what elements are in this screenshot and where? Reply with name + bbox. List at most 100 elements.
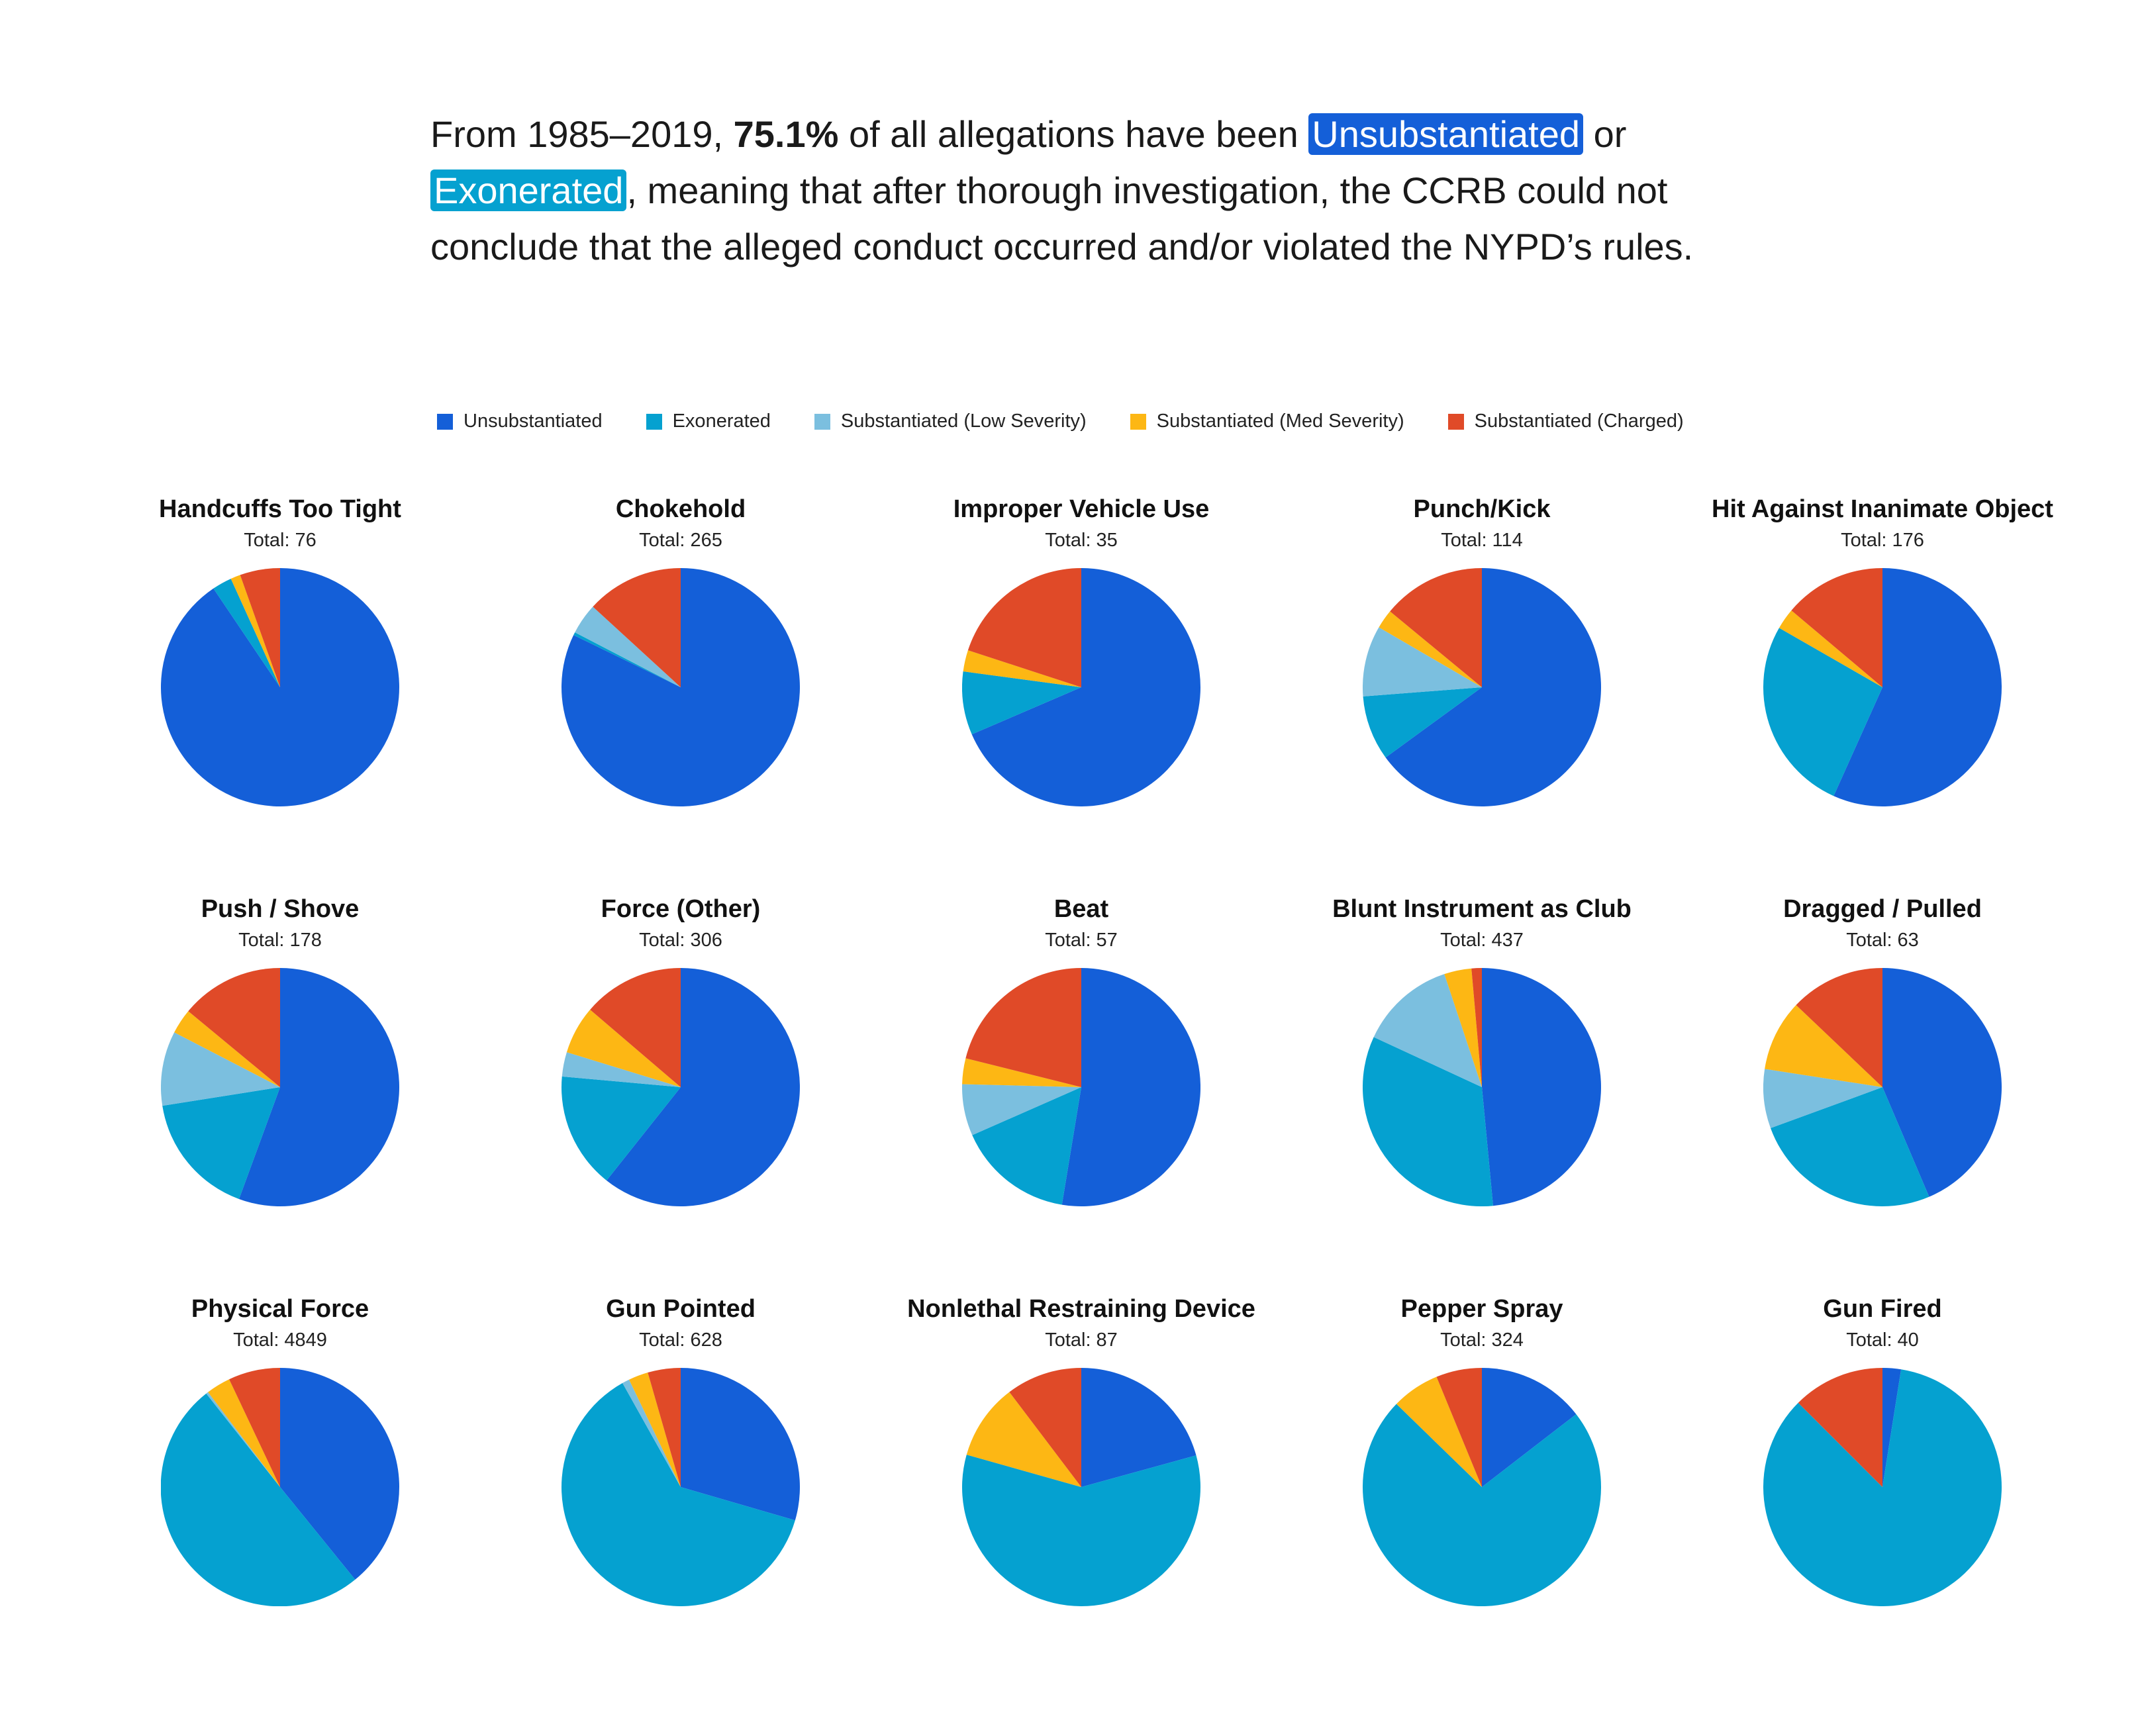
pie-svg — [962, 568, 1200, 806]
chart-total-label: Total: — [1045, 530, 1091, 551]
pie-chart-gun-pointed: Gun Pointed Total: 628 — [482, 1295, 879, 1639]
chart-total-value: 63 — [1897, 930, 1919, 951]
chart-title: Nonlethal Restraining Device — [907, 1295, 1255, 1323]
pie-chart-chokehold: Chokehold Total: 265 — [482, 495, 879, 840]
pie-slice-substantiated-charged — [965, 968, 1081, 1087]
pie-svg — [561, 568, 800, 806]
pie-slice-unsubstantiated — [1385, 568, 1601, 806]
pie-slice-exonerated — [1363, 1404, 1601, 1606]
pie-chart-punch-kick: Punch/Kick Total: 114 — [1283, 495, 1681, 840]
pie-slice-substantiated-med-severity — [1779, 610, 1882, 687]
pie-slice-unsubstantiated — [971, 568, 1200, 806]
pie-slice-unsubstantiated — [1882, 968, 2002, 1197]
chart-total-value: 57 — [1096, 930, 1118, 951]
pie-svg — [161, 568, 399, 806]
pie-slice-substantiated-low-severity — [1373, 974, 1482, 1087]
pie-slice-substantiated-low-severity — [1763, 1069, 1882, 1128]
chart-total-label: Total: — [1441, 530, 1487, 551]
legend-swatch — [1447, 413, 1464, 430]
pie-svg — [1363, 968, 1601, 1206]
pie-slice-exonerated — [161, 1393, 356, 1606]
pie-slice-substantiated-med-severity — [1444, 968, 1482, 1087]
legend-item-substantiated-med: Substantiated (Med Severity) — [1130, 410, 1404, 432]
pie-slice-unsubstantiated — [1081, 1368, 1196, 1487]
pie-slice-exonerated — [1770, 1087, 1929, 1206]
chart-total: Total: 63 — [1684, 930, 2081, 951]
intro-or: or — [1593, 113, 1627, 155]
chart-total: Total: 178 — [81, 930, 479, 951]
chart-total-value: 178 — [289, 930, 322, 951]
chart-total-label: Total: — [1846, 930, 1892, 951]
pie-slice-substantiated-charged — [1436, 1368, 1482, 1487]
pie-chart-gun-fired: Gun Fired Total: 40 — [1684, 1295, 2081, 1639]
pie-slice-unsubstantiated — [607, 968, 800, 1206]
chart-title: Push / Shove — [201, 895, 360, 923]
chart-total-value: 114 — [1492, 530, 1523, 551]
chart-title: Punch/Kick — [1413, 495, 1551, 523]
legend-swatch — [814, 413, 830, 430]
chart-total: Total: 114 — [1283, 530, 1681, 552]
pie-chart-dragged-pulled: Dragged / Pulled Total: 63 — [1684, 895, 2081, 1239]
pie-chart-blunt-instrument-as-club: Blunt Instrument as Club Total: 437 — [1283, 895, 1681, 1239]
pie-slice-substantiated-low-severity — [622, 1379, 681, 1487]
pie-slice-substantiated-med-severity — [962, 1058, 1081, 1087]
pie-slice-substantiated-charged — [1796, 968, 1882, 1087]
pie-chart-beat: Beat Total: 57 — [883, 895, 1280, 1239]
chart-total: Total: 437 — [1283, 930, 1681, 951]
chart-total-label: Total: — [639, 530, 685, 551]
pie-svg — [1363, 1368, 1601, 1606]
chart-total-label: Total: — [1045, 1329, 1091, 1351]
pie-slice-unsubstantiated — [161, 568, 399, 806]
chart-title: Gun Fired — [1823, 1295, 1942, 1323]
pie-slice-exonerated — [962, 671, 1081, 735]
pie-slice-exonerated — [1363, 1037, 1493, 1206]
chart-total-label: Total: — [639, 930, 685, 951]
pie-slice-exonerated — [162, 1087, 280, 1199]
pie-slice-substantiated-med-severity — [230, 575, 280, 687]
pie-svg — [161, 968, 399, 1206]
chart-title: Hit Against Inanimate Object — [1712, 495, 2053, 523]
pie-slice-substantiated-med-severity — [174, 1011, 280, 1087]
pie-slice-substantiated-charged — [240, 568, 280, 687]
pie-slice-unsubstantiated — [280, 1368, 399, 1580]
chart-total: Total: 76 — [81, 530, 479, 552]
pie-chart-hit-against-inanimate-object: Hit Against Inanimate Object Total: 176 — [1684, 495, 2081, 840]
intro-paragraph: From 1985–2019, 75.1% of all allegations… — [430, 106, 1741, 275]
legend-swatch — [646, 413, 662, 430]
pie-slice-substantiated-charged — [967, 568, 1081, 687]
pie-slice-substantiated-charged — [1009, 1368, 1081, 1487]
pie-slice-exonerated — [1363, 687, 1482, 758]
intro-after-percent: of all allegations have been — [849, 113, 1298, 155]
chart-total-label: Total: — [233, 1329, 279, 1351]
pie-slice-substantiated-med-severity — [966, 1392, 1081, 1487]
chart-total: Total: 265 — [482, 530, 879, 552]
intro-from: From 1985–2019, — [430, 113, 724, 155]
pie-slice-exonerated — [972, 1087, 1081, 1205]
pie-slice-substantiated-low-severity — [1363, 627, 1482, 697]
chart-title: Pepper Spray — [1400, 1295, 1563, 1323]
pie-svg — [1763, 1368, 2002, 1606]
legend-item-substantiated-charged: Substantiated (Charged) — [1447, 410, 1684, 432]
chart-total-value: 437 — [1491, 930, 1524, 951]
pie-slice-exonerated — [561, 1382, 795, 1606]
chart-total: Total: 4849 — [81, 1329, 479, 1351]
chart-total-value: 324 — [1491, 1329, 1524, 1351]
chart-total-value: 76 — [295, 530, 317, 551]
pie-slice-unsubstantiated — [681, 1368, 800, 1521]
legend-swatch — [437, 413, 453, 430]
pie-slice-substantiated-charged — [1798, 1368, 1882, 1487]
pie-chart-force-other: Force (Other) Total: 306 — [482, 895, 879, 1239]
chart-total-value: 4849 — [284, 1329, 327, 1351]
exonerated-highlight: Exonerated — [430, 169, 627, 211]
pie-slice-substantiated-med-severity — [1396, 1376, 1482, 1487]
pie-svg — [962, 968, 1200, 1206]
pie-slice-unsubstantiated — [1482, 968, 1601, 1206]
pie-slice-substantiated-low-severity — [962, 1084, 1081, 1135]
pie-slice-exonerated — [1763, 628, 1882, 796]
pie-slice-substantiated-charged — [590, 968, 681, 1087]
intro-percent: 75.1% — [733, 113, 839, 155]
legend: Unsubstantiated Exonerated Substantiated… — [437, 410, 1684, 432]
chart-total-label: Total: — [244, 530, 290, 551]
pie-chart-handcuffs-too-tight: Handcuffs Too Tight Total: 76 — [81, 495, 479, 840]
pie-slice-exonerated — [1763, 1369, 2002, 1606]
